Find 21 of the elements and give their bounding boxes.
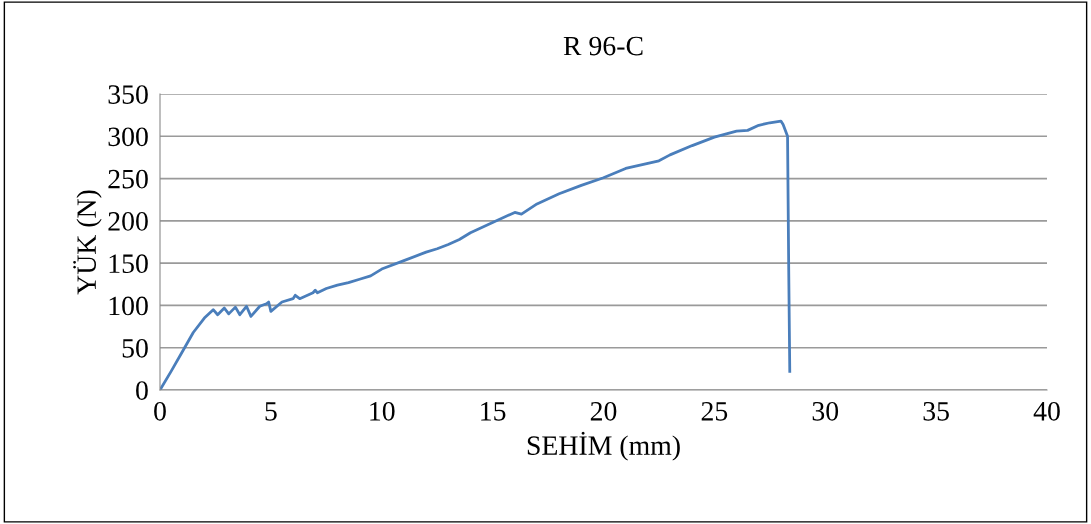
- chart-title: R 96-C: [563, 36, 643, 56]
- x-tick-label: 20: [590, 401, 617, 421]
- x-tick-label: 15: [481, 402, 506, 421]
- y-tick-label: 250: [108, 169, 148, 189]
- y-tick-label: 150: [109, 254, 148, 274]
- x-axis-title: SEHİM (mm): [527, 431, 680, 461]
- x-tick-label: 0: [154, 401, 166, 421]
- y-tick-label: 350: [108, 85, 148, 104]
- x-tick-label: 25: [701, 401, 728, 421]
- line-series: [160, 119, 792, 390]
- x-tick-label: 40: [1033, 401, 1060, 421]
- x-tick-label: 5: [265, 402, 277, 421]
- x-tick-label: 35: [923, 401, 949, 421]
- y-tick-label: 50: [122, 338, 148, 358]
- x-tick-label: 30: [812, 401, 839, 421]
- y-tick-label: 300: [108, 127, 148, 147]
- y-tick-label: 100: [109, 296, 148, 316]
- y-tick-label: 200: [108, 212, 148, 231]
- y-axis-title: YÜK (N): [73, 190, 102, 295]
- y-tick-label: 0: [136, 381, 148, 400]
- x-tick-label: 10: [370, 401, 395, 421]
